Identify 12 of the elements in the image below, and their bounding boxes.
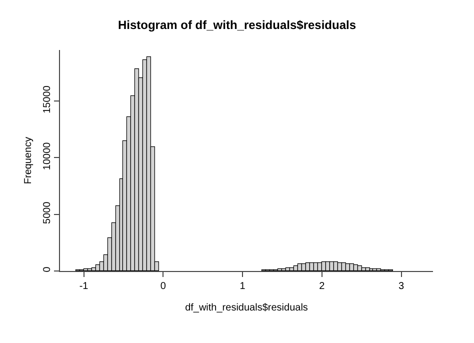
x-axis-title: df_with_residuals$residuals bbox=[185, 302, 308, 314]
x-tick-label: 2 bbox=[319, 281, 326, 292]
x-tick-label: -1 bbox=[79, 281, 89, 292]
x-tick-label: 3 bbox=[398, 281, 404, 292]
y-axis-title: Frequency bbox=[23, 136, 34, 184]
y-tick-label: 10000 bbox=[42, 142, 53, 170]
x-tick-label: 1 bbox=[240, 281, 246, 292]
y-tick-label: 15000 bbox=[42, 85, 53, 114]
chart-title: Histogram of df_with_residuals$residuals bbox=[118, 18, 356, 32]
y-tick-label: 5000 bbox=[42, 201, 53, 224]
x-tick-label: 0 bbox=[160, 281, 166, 292]
y-tick-label: 0 bbox=[42, 266, 53, 272]
